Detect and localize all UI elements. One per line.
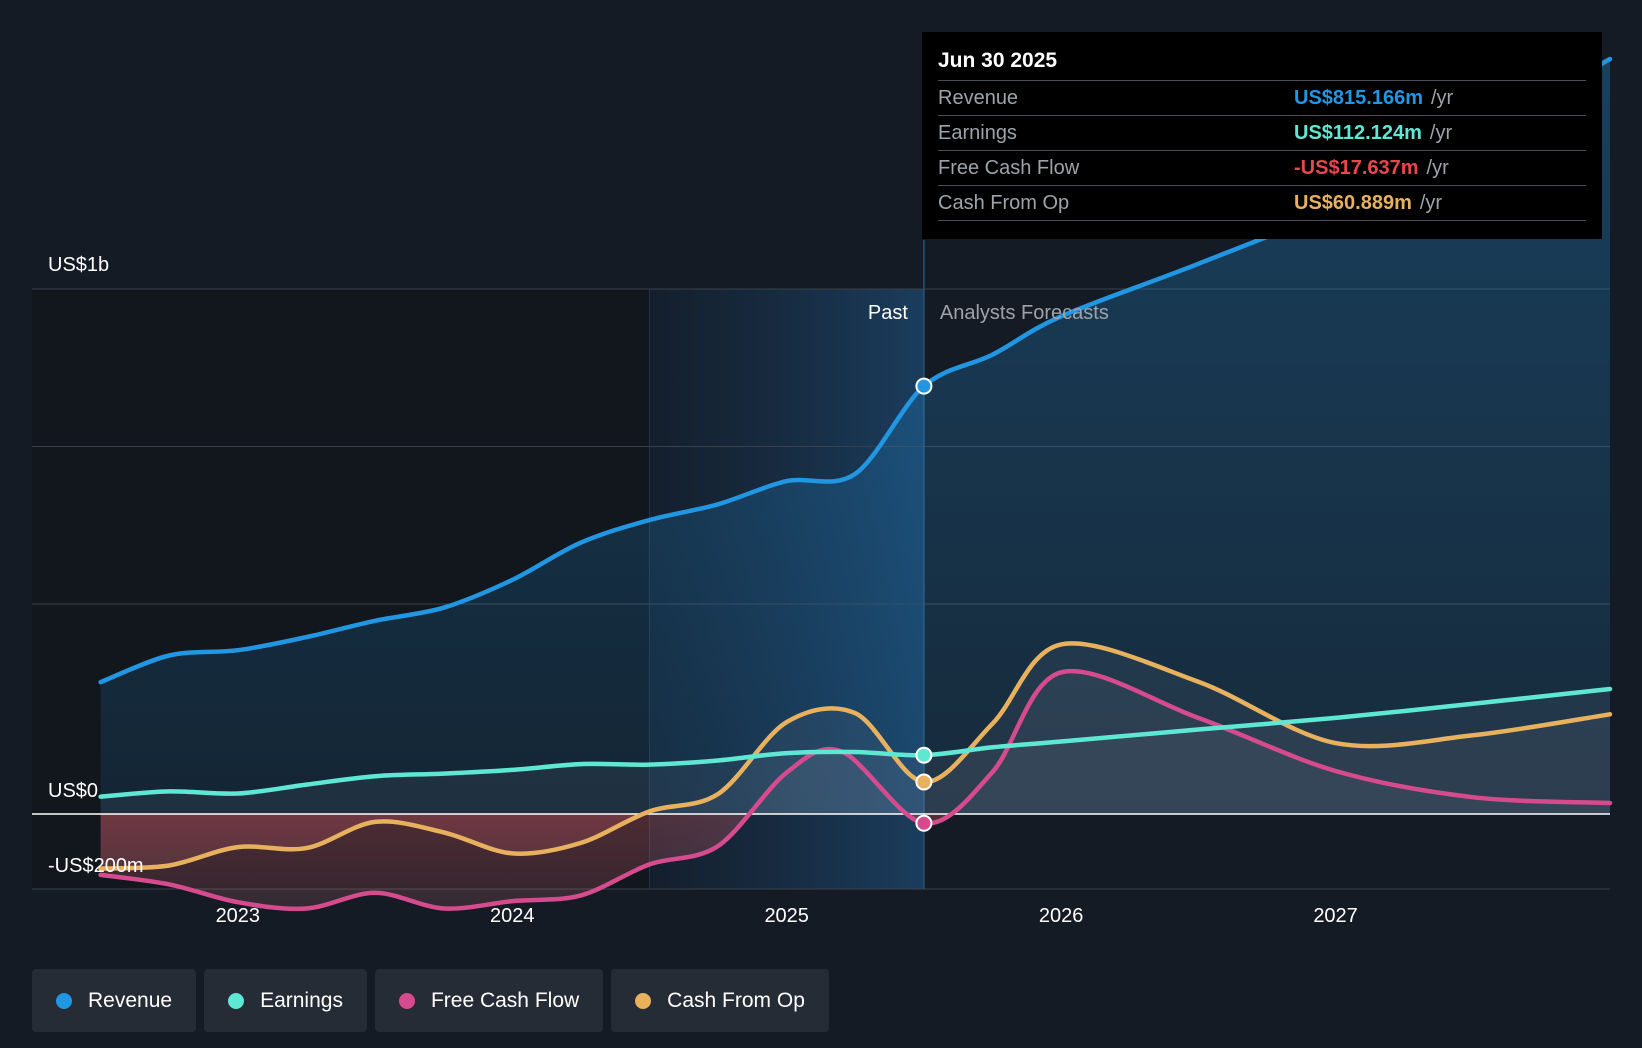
tooltip-unit: /yr: [1430, 86, 1454, 109]
tooltip-value: US$60.889m: [1294, 191, 1412, 214]
x-tick-label: 2023: [216, 905, 261, 927]
legend-item-earnings[interactable]: Earnings: [204, 969, 367, 1032]
series-area: [100, 643, 1611, 869]
y-axis-top-label: US$1b: [48, 254, 109, 276]
series-line-free-cash-flow: [98, 668, 1613, 912]
tooltip-row-earnings: Earnings US$112.124m /yr: [938, 115, 1586, 150]
marker-cash-from-op: [915, 773, 933, 791]
legend-dot-icon: [635, 992, 652, 1009]
legend-item-free-cash-flow[interactable]: Free Cash Flow: [374, 969, 604, 1032]
series-line-earnings: [98, 686, 1613, 799]
forecast-label: Analysts Forecasts: [940, 302, 1109, 324]
tooltip-label: Cash From Op: [938, 191, 1070, 214]
tooltip-row-cash-from-op: Cash From Op US$60.889m /yr: [938, 185, 1586, 221]
legend-dot-icon: [228, 992, 245, 1009]
legend-item-cash-from-op[interactable]: Cash From Op: [611, 969, 829, 1032]
negative-area: [100, 814, 1610, 909]
x-tick-label: 2027: [1313, 905, 1358, 927]
legend-label: Earnings: [260, 988, 343, 1012]
legend-label: Cash From Op: [667, 988, 805, 1012]
legend-label: Revenue: [88, 988, 173, 1012]
revenue-area: [100, 59, 1611, 814]
legend-dot-icon: [56, 992, 72, 1009]
x-tick-label: 2025: [764, 905, 809, 927]
y-axis-bottom-label: -US$200m: [48, 855, 144, 877]
tooltip-label: Earnings: [938, 121, 1017, 144]
legend-item-revenue[interactable]: Revenue: [32, 969, 197, 1032]
tooltip-date: Jun 30 2025: [938, 49, 1058, 72]
tooltip-row-free-cash-flow: Free Cash Flow -US$17.637m /yr: [938, 150, 1586, 185]
series-line-cash-from-op: [98, 641, 1613, 871]
tooltip-unit: /yr: [1426, 156, 1449, 179]
tooltip-label: Revenue: [938, 86, 1019, 109]
tooltip-value: US$815.166m: [1294, 86, 1423, 109]
x-tick-label: 2024: [490, 905, 535, 927]
series-area: [100, 689, 1611, 814]
y-axis-zero-label: US$0: [48, 780, 98, 802]
data-tooltip: Jun 30 2025 Revenue US$815.166m /yr Earn…: [922, 32, 1602, 239]
tooltip-row-revenue: Revenue US$815.166m /yr: [938, 80, 1586, 115]
marker-free-cash-flow: [915, 814, 933, 832]
tooltip-label: Free Cash Flow: [938, 156, 1080, 179]
x-tick-label: 2026: [1039, 905, 1084, 927]
legend-label: Free Cash Flow: [430, 988, 580, 1012]
tooltip-value: US$112.124m: [1294, 121, 1422, 144]
tooltip-unit: /yr: [1429, 121, 1453, 144]
past-label: Past: [868, 302, 908, 324]
marker-earnings: [915, 746, 933, 764]
marker-revenue: [915, 377, 933, 395]
legend-dot-icon: [398, 992, 415, 1009]
chart-legend: Revenue Earnings Free Cash Flow Cash Fro…: [32, 969, 829, 1032]
tooltip-value: -US$17.637m: [1294, 156, 1419, 179]
tooltip-unit: /yr: [1419, 191, 1443, 214]
